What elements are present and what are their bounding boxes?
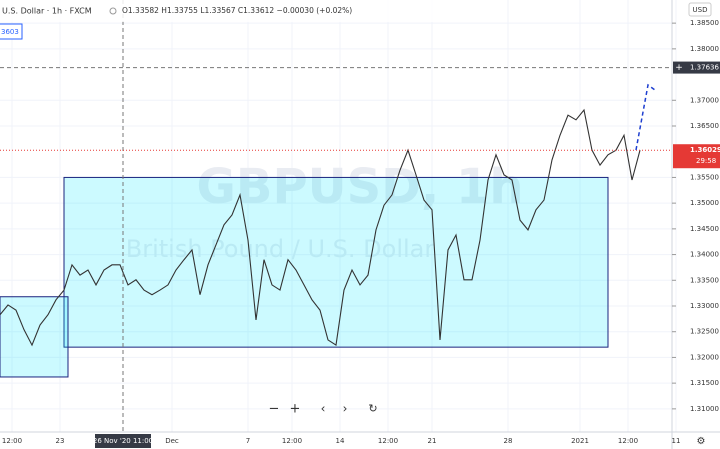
y-tick-label: 1.38000: [690, 45, 719, 53]
watermark-sub: British Pound / U.S. Dollar: [126, 235, 435, 263]
zoom-out[interactable]: −: [269, 402, 280, 417]
x-tick-label: 12:00: [618, 437, 638, 445]
scroll-left[interactable]: ‹: [321, 402, 326, 416]
crosshair-y-badge: [673, 61, 720, 74]
header-bg: [0, 0, 480, 22]
reset[interactable]: ↻: [368, 402, 377, 415]
x-tick-label: 23: [56, 437, 65, 445]
axes: 1.38500 1.38000 1.37000 1.36500 1.35500 1.350…: [2, 19, 720, 448]
side-badge: 3603: [1, 28, 19, 36]
crosshair-x-label: 26 Nov '20 11:00: [93, 437, 153, 445]
x-tick-label: 14: [336, 437, 345, 445]
x-tick-label: Dec: [165, 437, 179, 445]
y-tick-label: 1.31000: [690, 405, 719, 413]
currency: USD: [693, 6, 708, 14]
x-tick-label: 12:00: [2, 437, 22, 445]
x-tick-label: 11: [672, 437, 681, 445]
settings[interactable]: ⚙: [697, 436, 706, 447]
zone-box: [0, 296, 69, 378]
y-tick-label: 1.37000: [690, 96, 719, 104]
x-tick-label: 21: [428, 437, 437, 445]
status-dot: [109, 7, 117, 15]
countdown: 29:58: [696, 157, 716, 165]
y-tick-label: 1.32000: [690, 353, 719, 361]
plot: [0, 0, 672, 432]
crosshair-plus: +: [675, 63, 683, 73]
x-tick-label: 12:00: [282, 437, 302, 445]
y-tick-label: 1.33000: [690, 302, 719, 310]
ohlc: O1.33582 H1.33755 L1.33567 C1.33612 −0.0…: [122, 6, 352, 15]
y-tick-label: 1.35500: [690, 173, 719, 181]
price-line: [0, 108, 641, 347]
y-tick-label: 1.34500: [690, 225, 719, 233]
last-price-badge: [673, 144, 720, 169]
x-tick-label: 7: [246, 437, 250, 445]
y-tick-label: 1.35000: [690, 199, 719, 207]
symbol: U.S. Dollar · 1h · FXCM: [2, 7, 92, 16]
y-tick-label: 1.32500: [690, 328, 719, 336]
x-tick-label: 2021: [571, 437, 589, 445]
crosshair-y-label: 1.37636: [690, 64, 719, 72]
y-tick-label: 1.33500: [690, 276, 719, 284]
projection-arrow: [635, 83, 656, 151]
toolbar[interactable]: − + ‹ › ↻: [269, 402, 378, 417]
y-tick-label: 1.34000: [690, 251, 719, 259]
x-tick-label: 12:00: [378, 437, 398, 445]
scroll-right[interactable]: ›: [343, 402, 348, 416]
zone-box: [63, 176, 609, 348]
x-tick-label: 28: [504, 437, 513, 445]
y-tick-label: 1.36500: [690, 122, 719, 130]
zoom-in[interactable]: +: [290, 402, 301, 417]
side-badge-box: [0, 23, 23, 40]
crosshair-x-badge: [95, 434, 151, 448]
watermark: GBPUSD, 1h: [196, 159, 523, 215]
y-tick-label: 1.31500: [690, 379, 719, 387]
y-tick-label: 1.38500: [690, 19, 719, 27]
last-price-label: 1.36029: [690, 146, 720, 154]
currency-box: [688, 2, 712, 17]
